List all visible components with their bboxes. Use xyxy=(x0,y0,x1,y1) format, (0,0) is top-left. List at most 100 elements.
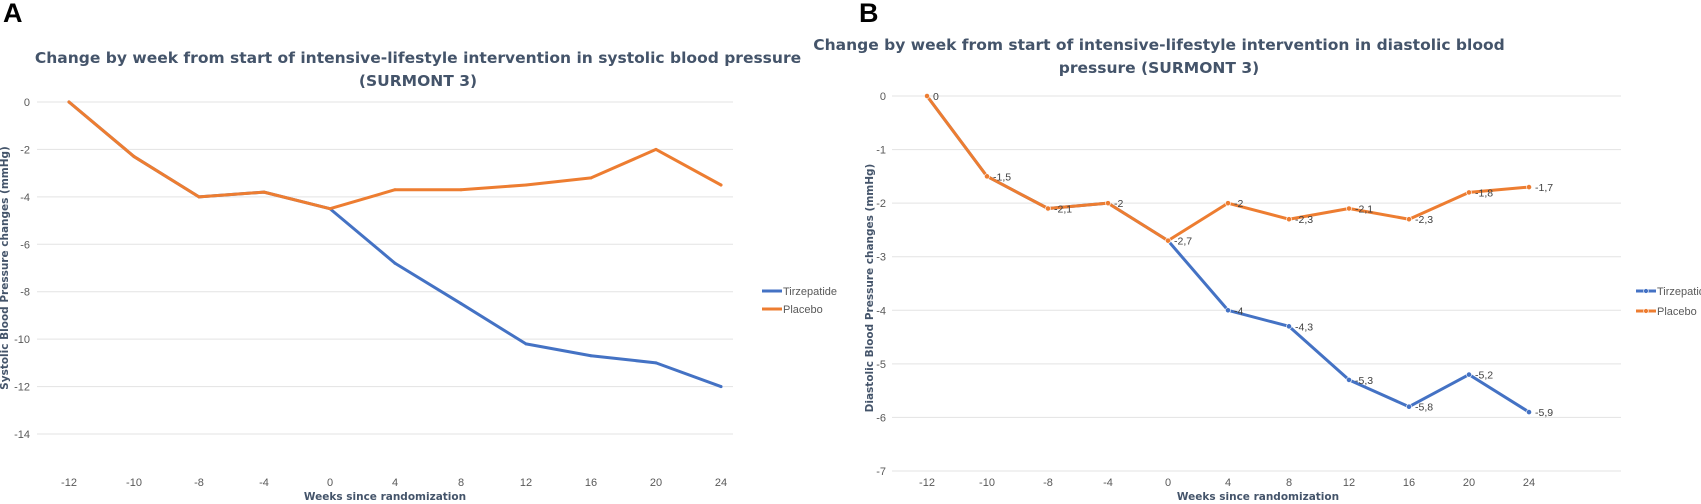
data-point xyxy=(1346,205,1352,212)
data-point xyxy=(1526,409,1532,415)
series-tirzepatide xyxy=(924,93,1532,415)
series-line xyxy=(925,94,1531,414)
y-tick-label: -7 xyxy=(876,466,886,478)
data-point xyxy=(197,195,201,199)
data-label: -1,5 xyxy=(993,171,1011,183)
x-tick-label: 0 xyxy=(1165,477,1171,489)
y-tick-label: -1 xyxy=(876,145,886,157)
chart-title-line: (SURMONT 3) xyxy=(359,72,477,90)
y-tick-label: -3 xyxy=(876,252,886,264)
data-point xyxy=(1225,307,1231,314)
x-tick-label: -12 xyxy=(61,477,77,489)
data-label: -1,8 xyxy=(1475,187,1493,199)
chart-title-line: pressure (SURMONT 3) xyxy=(1059,59,1259,77)
x-tick-label: 16 xyxy=(1403,477,1415,489)
legend-label: Placebo xyxy=(1657,306,1697,318)
y-tick-label: -4 xyxy=(876,305,886,317)
data-label: -2,3 xyxy=(1415,214,1433,226)
data-point xyxy=(524,342,528,346)
x-tick-label: -4 xyxy=(259,477,269,489)
legend-item-tirzepatide: Tirzepatide xyxy=(1636,286,1701,298)
data-label: -2,7 xyxy=(1174,236,1192,248)
y-tick-label: -2 xyxy=(20,144,30,156)
x-tick-label: 20 xyxy=(1463,477,1475,489)
data-point xyxy=(132,155,136,159)
y-tick-label: -5 xyxy=(876,359,886,371)
x-tick-label: -10 xyxy=(126,477,142,489)
x-tick-label: 16 xyxy=(585,477,597,489)
data-point xyxy=(1346,377,1352,383)
series-placebo xyxy=(67,100,723,211)
data-label: -4,3 xyxy=(1295,321,1313,333)
y-tick-label: -10 xyxy=(14,334,30,346)
x-tick-label: 12 xyxy=(1343,477,1355,489)
data-point xyxy=(328,207,332,211)
data-label: -2,1 xyxy=(1355,204,1373,216)
data-point xyxy=(1406,403,1412,410)
data-point xyxy=(654,361,658,365)
x-tick-label: -12 xyxy=(919,477,935,489)
x-tick-label: 8 xyxy=(1286,477,1292,489)
x-tick-label: 24 xyxy=(1523,477,1535,489)
data-label: -5,3 xyxy=(1355,375,1373,387)
data-label: -5,2 xyxy=(1475,370,1493,382)
data-point xyxy=(1045,205,1051,212)
x-tick-label: 4 xyxy=(1225,477,1231,489)
data-point xyxy=(393,261,397,265)
y-tick-label: -8 xyxy=(20,287,30,299)
data-point xyxy=(262,190,266,194)
data-point xyxy=(1466,371,1472,378)
x-axis-label: Weeks since randomization xyxy=(1177,491,1339,503)
data-point xyxy=(1225,200,1231,207)
panel-letter-a: A xyxy=(3,0,23,28)
data-point xyxy=(1105,200,1111,207)
x-tick-label: -8 xyxy=(1043,477,1053,489)
data-point xyxy=(1526,184,1532,190)
panel-letter-b: B xyxy=(859,0,879,28)
data-label: -5,9 xyxy=(1535,407,1553,419)
x-tick-label: 0 xyxy=(327,477,333,489)
data-point xyxy=(459,302,463,306)
y-tick-label: -2 xyxy=(876,198,886,210)
data-point xyxy=(719,385,723,389)
data-point xyxy=(1286,216,1292,223)
data-label: -5,8 xyxy=(1415,402,1433,414)
x-tick-label: 20 xyxy=(650,477,662,489)
y-tick-label: -12 xyxy=(14,382,30,394)
data-point xyxy=(589,354,593,358)
x-tick-label: 24 xyxy=(715,477,727,489)
data-label: -2,3 xyxy=(1295,214,1313,226)
y-tick-label: 0 xyxy=(24,97,30,109)
series-line xyxy=(925,94,1531,243)
legend-label: Placebo xyxy=(783,304,823,316)
x-tick-label: 12 xyxy=(520,477,532,489)
data-label: -1,7 xyxy=(1535,182,1553,194)
chart-title-line: Change by week from start of intensive-l… xyxy=(35,49,801,67)
x-tick-label: -4 xyxy=(1103,477,1113,489)
x-tick-label: -10 xyxy=(979,477,995,489)
data-label: -2 xyxy=(1234,198,1243,210)
y-tick-label: -6 xyxy=(20,239,30,251)
legend-label: Tirzepatide xyxy=(783,286,837,298)
legend-marker xyxy=(1643,308,1649,314)
legend-label: Tirzepatide xyxy=(1657,286,1701,298)
data-point xyxy=(984,173,990,180)
data-point xyxy=(654,147,658,151)
y-axis-label: Diastolic Blood Pressure changes (mmHg) xyxy=(864,164,876,413)
data-point xyxy=(1165,237,1171,244)
data-label: -2,1 xyxy=(1054,204,1072,216)
y-tick-label: 0 xyxy=(880,91,886,103)
data-point xyxy=(1466,189,1472,196)
data-point xyxy=(393,188,397,192)
data-point xyxy=(719,183,723,187)
x-tick-label: -8 xyxy=(194,477,204,489)
y-tick-label: -4 xyxy=(20,192,30,204)
y-tick-label: -6 xyxy=(876,412,886,424)
chart-b: Change by week from start of intensive-l… xyxy=(813,36,1701,503)
data-label: -2 xyxy=(1114,198,1123,210)
legend-item-placebo: Placebo xyxy=(1636,306,1697,318)
legend-item-placebo: Placebo xyxy=(762,304,823,316)
data-point xyxy=(524,183,528,187)
legend-item-tirzepatide: Tirzepatide xyxy=(762,286,837,298)
